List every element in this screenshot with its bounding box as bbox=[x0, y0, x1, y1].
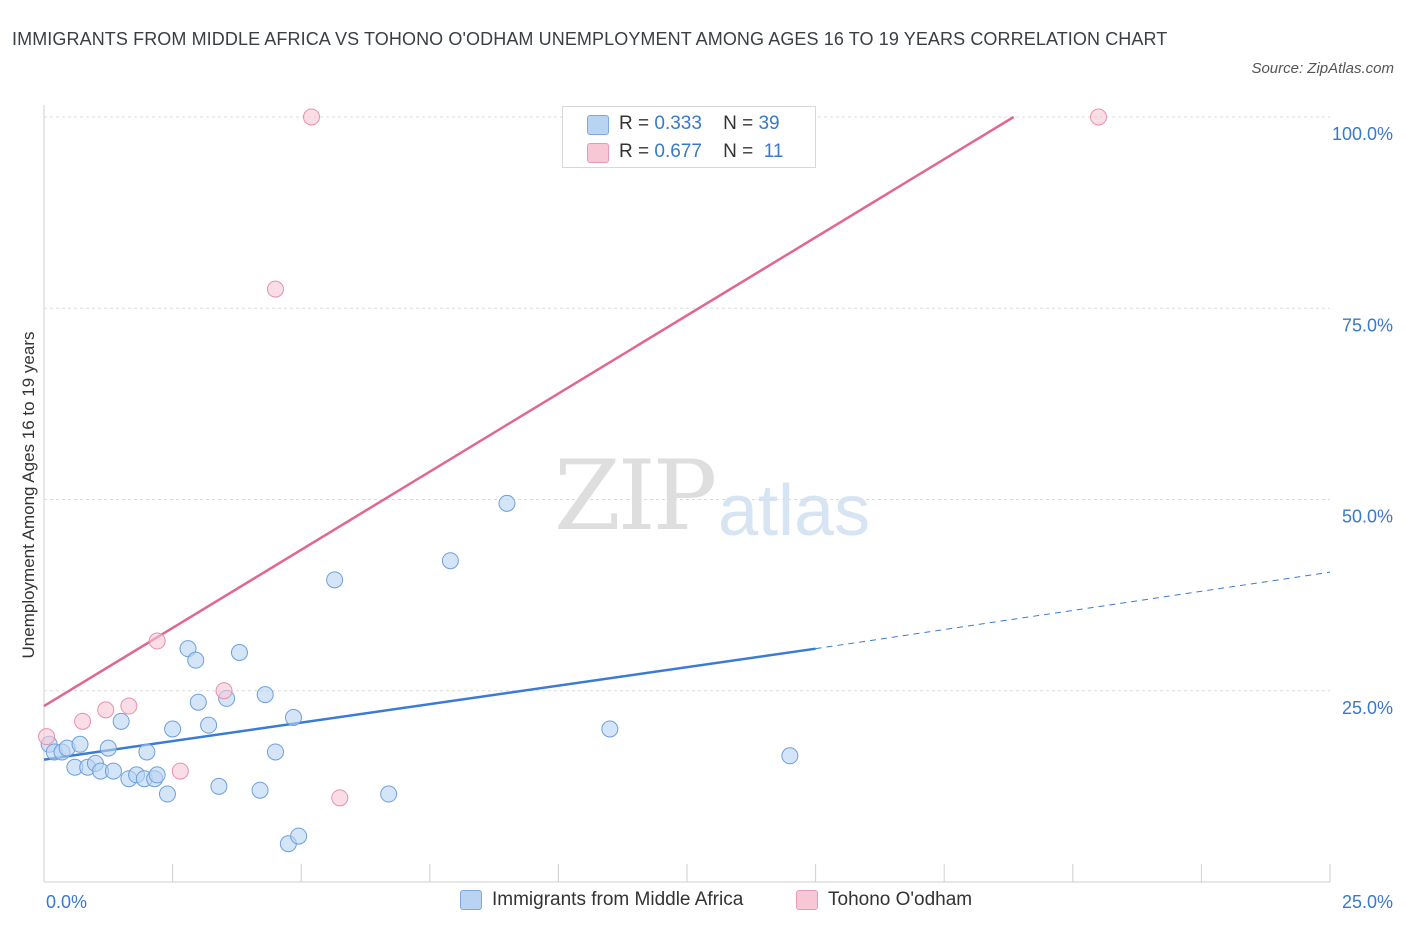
tick-labels: 25.0% 50.0% 75.0% 100.0% 0.0% 25.0% Unemployme… bbox=[19, 124, 1393, 912]
point-immigrants bbox=[210, 777, 228, 795]
point-immigrants bbox=[380, 785, 398, 803]
legend-label-tohono: Tohono O'odham bbox=[828, 889, 973, 910]
point-immigrants bbox=[189, 693, 207, 711]
y-tick-label: 25.0% bbox=[1342, 698, 1393, 718]
point-tohono bbox=[215, 682, 233, 700]
point-immigrants bbox=[200, 716, 218, 734]
point-immigrants bbox=[99, 739, 117, 757]
point-tohono bbox=[148, 632, 166, 650]
pink-swatch bbox=[796, 890, 818, 910]
point-immigrants bbox=[71, 735, 89, 753]
point-immigrants bbox=[290, 827, 308, 845]
chart-title: IMMIGRANTS FROM MIDDLE AFRICA VS TOHONO … bbox=[12, 29, 1168, 49]
trendline-immigrants bbox=[43, 647, 816, 761]
point-tohono bbox=[97, 701, 115, 719]
point-immigrants bbox=[256, 686, 274, 704]
legend-r-label: R = bbox=[619, 141, 650, 162]
correlation-legend: R = 0.333 N = 39 R = 0.677 N = 11 bbox=[562, 106, 816, 168]
y-tick-label: 75.0% bbox=[1342, 315, 1393, 335]
pink-swatch bbox=[587, 143, 609, 163]
point-immigrants bbox=[148, 766, 166, 784]
legend-r-value-pink: 0.677 bbox=[654, 141, 702, 162]
point-immigrants bbox=[781, 747, 799, 765]
y-axis-label: Unemployment Among Ages 16 to 19 years bbox=[19, 332, 38, 659]
point-tohono bbox=[266, 280, 284, 298]
y-tick-label: 100.0% bbox=[1332, 124, 1393, 144]
watermark-atlas: atlas bbox=[718, 471, 871, 551]
source-label: Source: ZipAtlas.com bbox=[1251, 60, 1394, 77]
legend-r-value-blue: 0.333 bbox=[654, 113, 702, 134]
point-tohono bbox=[302, 108, 320, 126]
blue-swatch bbox=[460, 890, 482, 910]
point-tohono bbox=[1090, 108, 1108, 126]
point-tohono bbox=[38, 728, 56, 746]
legend-n-value-blue: 39 bbox=[758, 113, 780, 134]
x-tick-label: 25.0% bbox=[1342, 892, 1393, 912]
point-tohono bbox=[74, 712, 92, 730]
point-immigrants bbox=[284, 709, 302, 727]
trendline-immigrants-extension bbox=[815, 571, 1331, 650]
point-immigrants bbox=[164, 720, 182, 738]
y-tick-label: 50.0% bbox=[1342, 507, 1393, 527]
trendline-tohono bbox=[43, 115, 1015, 708]
x-tick-label: 0.0% bbox=[46, 892, 87, 912]
point-immigrants bbox=[326, 571, 344, 589]
data-points bbox=[38, 108, 1108, 853]
point-immigrants bbox=[251, 781, 269, 799]
axes bbox=[43, 105, 1331, 883]
legend-label-immigrants: Immigrants from Middle Africa bbox=[492, 889, 744, 910]
legend-n-label: N = bbox=[723, 141, 754, 162]
point-tohono bbox=[120, 697, 138, 715]
point-immigrants bbox=[104, 762, 122, 780]
trend-lines bbox=[43, 115, 1331, 761]
point-immigrants bbox=[266, 743, 284, 761]
blue-swatch bbox=[587, 115, 609, 135]
point-immigrants bbox=[158, 785, 176, 803]
point-immigrants bbox=[187, 651, 205, 669]
watermark-zip: ZIP bbox=[554, 440, 717, 552]
legend-n-label: N = bbox=[723, 113, 754, 134]
point-immigrants bbox=[441, 552, 459, 570]
point-immigrants bbox=[112, 712, 130, 730]
point-immigrants bbox=[230, 644, 248, 661]
point-immigrants bbox=[138, 743, 156, 761]
grid-lines bbox=[44, 116, 1330, 692]
point-tohono bbox=[171, 762, 189, 780]
point-immigrants bbox=[601, 720, 619, 738]
point-immigrants bbox=[498, 494, 516, 512]
legend-r-label: R = bbox=[619, 113, 650, 134]
legend-n-value-pink: 11 bbox=[763, 141, 784, 162]
point-tohono bbox=[331, 789, 349, 807]
